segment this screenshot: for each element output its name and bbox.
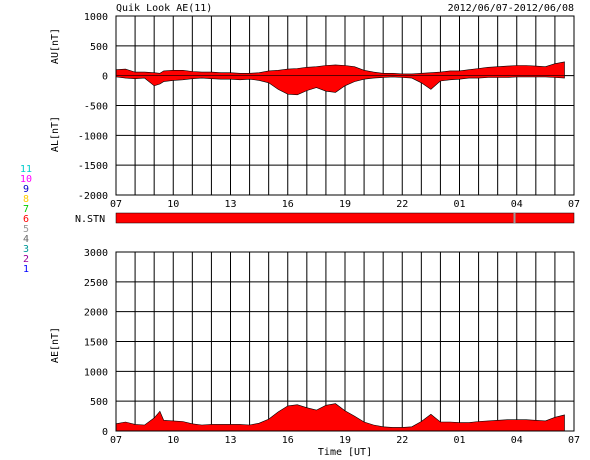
legend-station-4: 4	[23, 234, 29, 245]
upper-frame	[115, 15, 575, 196]
lower-ytick-label: 0	[102, 427, 108, 438]
ae-axis-label: AE[nT]	[50, 327, 61, 363]
legend-station-1: 1	[23, 264, 29, 275]
lower-ytick-label: 1500	[84, 338, 108, 349]
upper-ytick-label: -2000	[78, 191, 108, 202]
lower-xtick-label: 10	[167, 435, 179, 446]
lower-xtick-label: 07	[568, 435, 580, 446]
chart-title: Quik Look AE(11)	[116, 3, 212, 14]
upper-ytick-label: -1000	[78, 131, 108, 142]
upper-ytick-label: 500	[90, 42, 108, 53]
legend-station-7: 7	[23, 204, 29, 215]
ae-area	[115, 403, 565, 432]
legend-station-9: 9	[23, 184, 29, 195]
al-axis-label: AL[nT]	[50, 116, 61, 152]
upper-xtick-label: 22	[396, 199, 408, 210]
lower-ytick-label: 3000	[84, 248, 108, 259]
lower-frame	[115, 251, 575, 432]
date-range: 2012/06/07-2012/06/08	[448, 3, 574, 14]
upper-xtick-label: 19	[339, 199, 351, 210]
upper-ytick-label: -1500	[78, 161, 108, 172]
lower-xtick-label: 19	[339, 435, 351, 446]
station-bar-stripe	[513, 213, 516, 223]
x-axis-title: Time [UT]	[318, 447, 372, 458]
au-al-area	[115, 61, 565, 96]
station-bar-label: N.STN	[75, 214, 105, 225]
lower-xtick-label: 04	[511, 435, 523, 446]
lower-xtick-label: 22	[396, 435, 408, 446]
upper-ytick-label: 0	[102, 72, 108, 83]
station-count-bar: N.STN	[75, 212, 575, 225]
lower-xtick-label: 07	[110, 435, 122, 446]
upper-xtick-label: 07	[568, 199, 580, 210]
station-bar-fill	[115, 212, 575, 224]
lower-xtick-label: 13	[224, 435, 236, 446]
lower-ytick-label: 500	[90, 397, 108, 408]
legend-station-2: 2	[23, 254, 29, 265]
legend-station-6: 6	[23, 214, 29, 225]
upper-xtick-label: 01	[453, 199, 465, 210]
lower-xtick-label: 16	[282, 435, 294, 446]
legend-station-11: 11	[20, 164, 32, 175]
legend-station-3: 3	[23, 244, 29, 255]
legend-station-5: 5	[23, 224, 29, 235]
upper-xtick-label: 13	[224, 199, 236, 210]
legend-station-8: 8	[23, 194, 29, 205]
lower-ytick-label: 2500	[84, 278, 108, 289]
upper-xtick-label: 16	[282, 199, 294, 210]
upper-ytick-label: 1000	[84, 12, 108, 23]
upper-xtick-label: 07	[110, 199, 122, 210]
legend-station-10: 10	[20, 174, 32, 185]
lower-ytick-label: 1000	[84, 367, 108, 378]
upper-xtick-label: 04	[511, 199, 523, 210]
lower-ytick-label: 2000	[84, 308, 108, 319]
au-axis-label: AU[nT]	[50, 28, 61, 64]
upper-ytick-label: -500	[84, 102, 108, 113]
lower-xtick-label: 01	[453, 435, 465, 446]
upper-xtick-label: 10	[167, 199, 179, 210]
